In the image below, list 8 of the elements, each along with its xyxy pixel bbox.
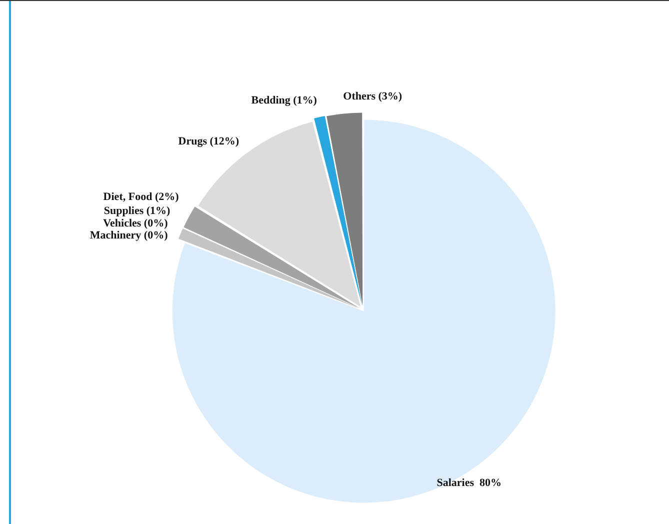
- slice-label: Others (3%): [343, 90, 402, 102]
- category-label: Vehicles (0%): [103, 217, 168, 230]
- slice-label: Drugs (12%): [178, 136, 240, 148]
- category-label: Machinery (0%): [90, 229, 168, 242]
- slice-label: Bedding (1%): [251, 94, 318, 106]
- slice-label: Supplies (1%): [104, 205, 171, 218]
- slice-label: Diet, Food (2%): [103, 191, 180, 204]
- slice-label: Salaries 80%: [436, 476, 502, 489]
